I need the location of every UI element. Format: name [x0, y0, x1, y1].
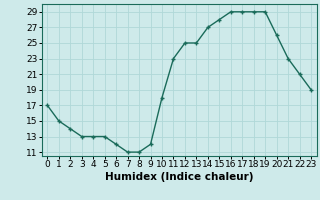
- X-axis label: Humidex (Indice chaleur): Humidex (Indice chaleur): [105, 172, 253, 182]
